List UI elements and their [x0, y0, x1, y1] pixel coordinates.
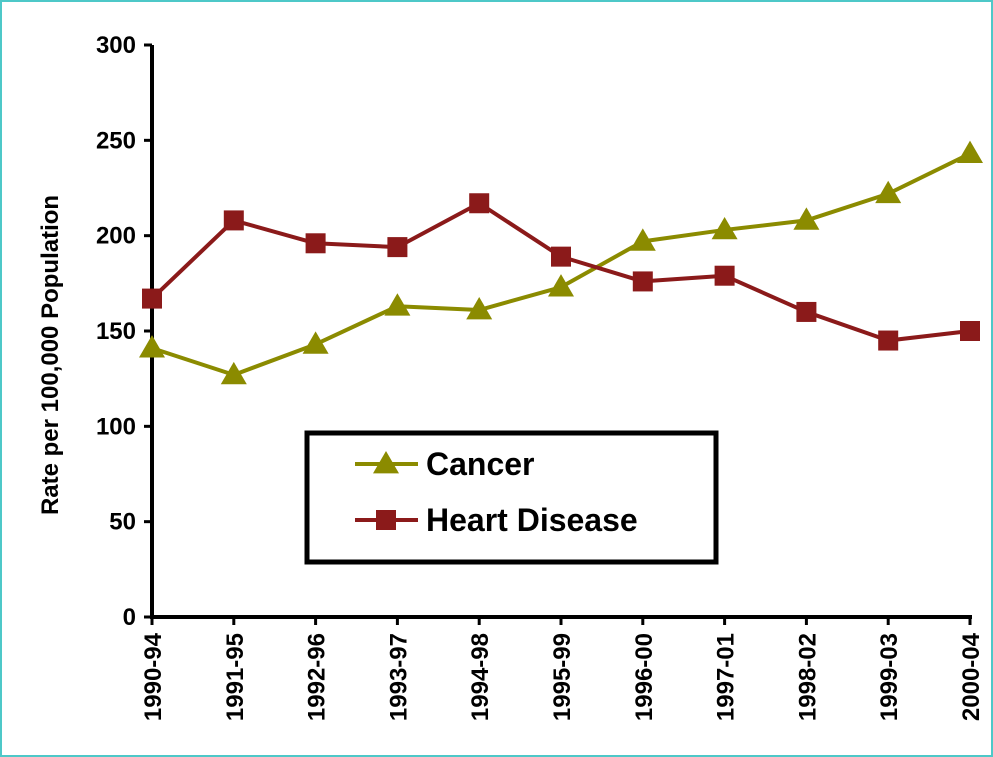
- series-group: [139, 140, 983, 385]
- x-tick-label: 1991-95: [222, 633, 249, 721]
- x-tick-label: 1995-99: [549, 633, 576, 721]
- heart-disease-line: [150, 201, 971, 343]
- x-tick-label: 2000-04: [958, 632, 985, 721]
- x-ticks: 1990-94 1991-95 1992-96 1993-97 1994-98 1995-…: [140, 617, 985, 721]
- y-tick-label: 300: [96, 32, 136, 59]
- heart-disease-point: [632, 271, 653, 292]
- x-tick-label: 1998-02: [794, 633, 821, 721]
- legend-marker-cancer: [373, 451, 399, 474]
- cancer-point: [957, 140, 983, 164]
- legend-label-cancer: Cancer: [426, 446, 535, 482]
- cancer-point: [793, 207, 820, 230]
- y-tick-label: 0: [123, 604, 136, 631]
- heart-disease-point: [142, 288, 162, 309]
- cancer-point: [629, 228, 656, 251]
- legend-marker-heart-disease: [376, 510, 396, 530]
- y-tick-label: 250: [96, 127, 136, 154]
- legend-label-heart-disease: Heart Disease: [426, 502, 638, 538]
- y-tick-label: 200: [96, 223, 136, 250]
- x-tick-label: 1997-01: [713, 633, 740, 721]
- y-tick-label: 150: [96, 318, 136, 345]
- cancer-point: [548, 274, 574, 297]
- series-heart-disease: [142, 193, 980, 351]
- y-tick-label: 100: [96, 413, 136, 440]
- x-tick-label: 1996-00: [631, 633, 658, 721]
- cancer-point: [302, 331, 329, 354]
- heart-disease-point: [960, 321, 980, 341]
- heart-disease-point: [551, 246, 571, 267]
- series-cancer: [139, 140, 983, 385]
- x-tick-label: 1992-96: [304, 633, 331, 721]
- heart-disease-point: [796, 301, 817, 322]
- heart-disease-point: [305, 233, 326, 254]
- heart-disease-point: [714, 265, 735, 286]
- cancer-point: [220, 361, 247, 385]
- heart-disease-point: [223, 210, 244, 231]
- x-tick-label: 1993-97: [385, 633, 412, 721]
- legend-box: [304, 430, 719, 565]
- heart-disease-point: [878, 330, 899, 351]
- x-tick-label: 1999-03: [876, 633, 903, 721]
- x-tick-label: 1990-94: [140, 632, 167, 721]
- x-tick-label: 1994-98: [467, 633, 494, 721]
- cancer-point: [711, 216, 738, 240]
- heart-disease-point: [387, 237, 408, 258]
- y-tick-label: 50: [109, 509, 136, 536]
- cancer-point: [875, 180, 902, 204]
- y-ticks: 0 50 100 150 200 250 300: [96, 32, 152, 631]
- legend: Cancer Heart Disease: [304, 430, 719, 565]
- heart-disease-point: [469, 193, 490, 214]
- cancer-point: [384, 293, 411, 316]
- y-axis-title: Rate per 100,000 Population: [37, 195, 64, 515]
- cancer-point: [466, 297, 493, 320]
- cancer-point: [139, 335, 165, 358]
